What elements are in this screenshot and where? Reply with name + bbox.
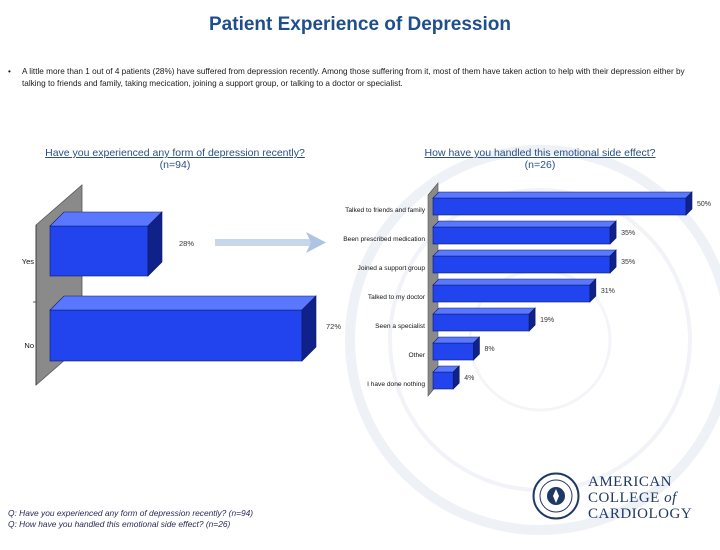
chart2-bar xyxy=(432,278,597,303)
chart2-sample-size: (n=26) xyxy=(524,159,556,171)
chart2-category-label: Joined a support group xyxy=(358,265,426,272)
chart2-category-label: Other xyxy=(409,352,426,359)
chart1-bar-yes xyxy=(49,211,163,277)
logo-line-american: AMERICAN xyxy=(588,474,673,490)
page-title: Patient Experience of Depression xyxy=(209,14,511,35)
chart2-value-label: 19% xyxy=(540,317,554,324)
bullet-dot: • xyxy=(8,67,11,76)
acc-seal-icon xyxy=(532,472,580,520)
chart2-category-label: Been prescribed medication xyxy=(343,236,425,243)
acc-wordmark: AMERICAN COLLEGE of CARDIOLOGY xyxy=(588,474,692,522)
chart2-question: How have you handled this emotional side… xyxy=(424,147,656,159)
chart1-question: Have you experienced any form of depress… xyxy=(45,147,305,159)
footer-q1: Q: Have you experienced any form of depr… xyxy=(8,508,254,518)
logo-of-word: of xyxy=(664,490,677,506)
logo-line-cardiology: CARDIOLOGY xyxy=(588,506,693,522)
chart2-bar xyxy=(432,220,617,245)
logo-line-college: COLLEGE of xyxy=(588,490,692,506)
chart1-value-label: 28% xyxy=(179,239,194,248)
footer-q2: Q: How have you handled this emotional s… xyxy=(8,519,231,529)
chart2-bar xyxy=(432,365,460,390)
chart1-category-label: No xyxy=(24,341,34,350)
chart2-category-label: I have done nothing xyxy=(367,381,425,388)
acc-logo: AMERICAN COLLEGE of CARDIOLOGY xyxy=(532,472,712,522)
chart2-handled-emotional-effect: Talked to friends and family 50% Been pres… xyxy=(343,182,711,397)
arrow-icon xyxy=(215,232,326,253)
chart2-bar xyxy=(432,336,481,361)
chart1-value-label: 72% xyxy=(326,322,341,331)
chart1-bar-no xyxy=(49,295,317,362)
chart2-value-label: 31% xyxy=(601,288,615,295)
chart2-value-label: 4% xyxy=(464,375,474,382)
chart2-category-label: Seen a specialist xyxy=(375,323,425,330)
summary-bullet: • A little more than 1 out of 4 patients… xyxy=(8,66,708,90)
chart2-bar xyxy=(432,249,617,274)
chart2-category-label: Talked to friends and family xyxy=(345,207,426,214)
chart2-bar xyxy=(432,191,693,216)
summary-text: A little more than 1 out of 4 patients (… xyxy=(22,67,685,88)
chart2-category-label: Talked to my doctor xyxy=(368,294,426,301)
chart1-sample-size: (n=94) xyxy=(159,159,191,171)
logo-college-word: COLLEGE xyxy=(588,490,660,506)
chart2-value-label: 35% xyxy=(621,230,635,237)
chart1-category-label: Yes xyxy=(22,257,34,266)
chart2-value-label: 50% xyxy=(697,201,711,208)
chart2-value-label: 35% xyxy=(621,259,635,266)
chart2-value-label: 8% xyxy=(484,346,494,353)
chart1-title: Have you experienced any form of depress… xyxy=(20,147,330,171)
chart2-bar xyxy=(432,307,536,332)
chart2-title: How have you handled this emotional side… xyxy=(380,147,700,171)
chart1-depression-recently: Yes 28% No 72% xyxy=(22,184,341,386)
footer-notes: Q: Have you experienced any form of depr… xyxy=(8,508,253,530)
